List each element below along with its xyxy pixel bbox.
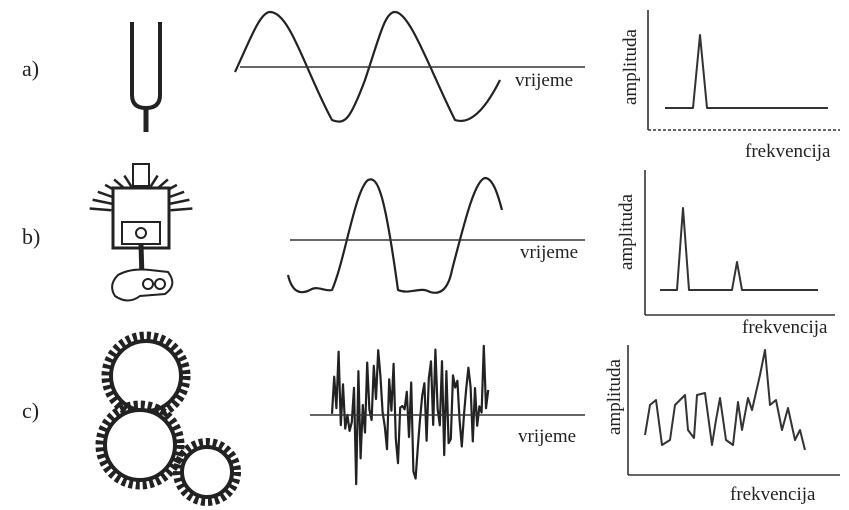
frequency-label: frekvencija	[745, 141, 831, 162]
amplitude-label: amplituda	[616, 193, 637, 270]
row-label: b)	[22, 224, 40, 249]
amplitude-label: amplituda	[604, 358, 625, 435]
fin	[151, 176, 158, 187]
gears	[100, 336, 237, 502]
fin	[171, 208, 193, 210]
time-axis-label: vrijeme	[520, 242, 578, 263]
fin	[169, 200, 189, 204]
figure: a) vrijeme amplituda frekvencija b) vrij…	[0, 0, 849, 510]
spectrum	[665, 35, 828, 108]
fin	[90, 208, 112, 210]
page: {"rows": [ {"label": "a)", "time_axis": …	[0, 0, 849, 510]
row-label: c)	[22, 398, 39, 423]
engine	[90, 164, 193, 301]
tuning-fork	[132, 22, 160, 132]
row-label: a)	[22, 56, 39, 81]
frequency-label: frekvencija	[730, 484, 816, 505]
spectrum	[660, 208, 818, 290]
time-axis-label: vrijeme	[518, 426, 576, 447]
distorted-wave	[288, 178, 502, 293]
spectrum	[645, 350, 805, 450]
amplitude-label: amplituda	[620, 28, 641, 105]
fin	[93, 200, 113, 204]
time-axis-label: vrijeme	[515, 70, 573, 91]
frequency-label: frekvencija	[742, 317, 828, 338]
fin	[124, 176, 131, 187]
